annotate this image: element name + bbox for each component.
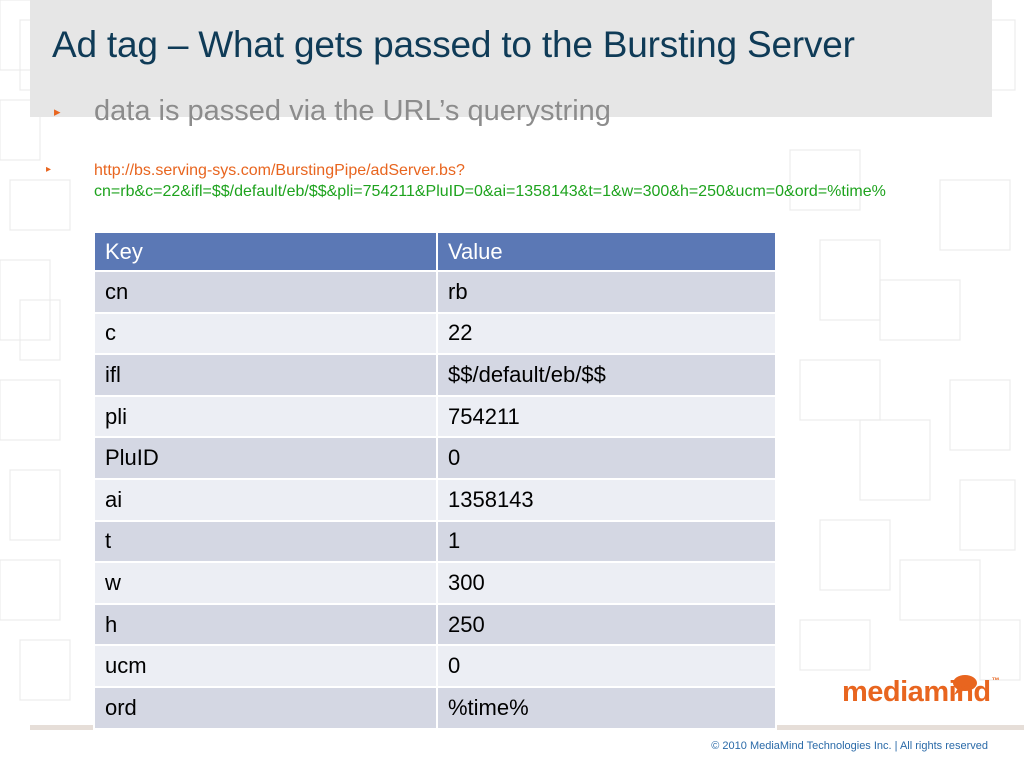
table-row: h 250 — [93, 602, 777, 647]
cell-key: cn — [93, 270, 438, 314]
url-querystring: cn=rb&c=22&ifl=$$/default/eb/$$&pli=7542… — [94, 183, 886, 200]
cell-value: 250 — [436, 602, 777, 647]
cell-value: 1358143 — [436, 477, 777, 522]
trademark-symbol: ™ — [991, 676, 1000, 685]
cell-key: h — [93, 602, 438, 647]
cell-value: rb — [436, 270, 777, 314]
url-host[interactable]: http://bs.serving-sys.com/BurstingPipe/a… — [94, 162, 465, 179]
header-value: Value — [436, 231, 777, 272]
cell-key: w — [93, 561, 438, 605]
table-row: t 1 — [93, 519, 777, 564]
table-row: ucm 0 — [93, 644, 777, 688]
cell-value: 0 — [436, 644, 777, 688]
cell-value: 22 — [436, 311, 777, 356]
table-row: c 22 — [93, 311, 777, 356]
table-row: w 300 — [93, 561, 777, 605]
bullet-text-1: data is passed via the URL’s querystring — [94, 95, 611, 127]
table-row: pli 754211 — [93, 394, 777, 439]
cell-value: 754211 — [436, 394, 777, 439]
cell-value: 1 — [436, 519, 777, 564]
bullet-item-1: ▸ data is passed via the URL’s querystri… — [54, 95, 611, 128]
bullet-text-2: http://bs.serving-sys.com/BurstingPipe/a… — [94, 160, 906, 202]
triangle-right-icon: ▸ — [46, 164, 52, 175]
slide-title: Ad tag – What gets passed to the Burstin… — [52, 24, 855, 65]
cell-key: ord — [93, 685, 438, 730]
cell-key: pli — [93, 394, 438, 439]
table-row: cn rb — [93, 270, 777, 314]
cell-value: $$/default/eb/$$ — [436, 353, 777, 397]
header-band — [30, 0, 992, 117]
cell-key: t — [93, 519, 438, 564]
table-row: PluID 0 — [93, 436, 777, 480]
cell-key: ucm — [93, 644, 438, 688]
cell-key: c — [93, 311, 438, 356]
table-header-row: Key Value — [93, 231, 777, 272]
header-key: Key — [93, 231, 438, 272]
cell-key: PluID — [93, 436, 438, 480]
table-row: ai 1358143 — [93, 477, 777, 522]
copyright-text: © 2010 MediaMind Technologies Inc. | All… — [711, 740, 988, 752]
logo-text: mediamind — [842, 676, 991, 708]
mediamind-logo: mediamind™ — [842, 676, 1000, 709]
table-row: ord %time% — [93, 685, 777, 730]
triangle-right-icon: ▸ — [54, 104, 61, 119]
cell-key: ai — [93, 477, 438, 522]
cell-value: %time% — [436, 685, 777, 730]
cell-value: 300 — [436, 561, 777, 605]
bullet-item-2: ▸ http://bs.serving-sys.com/BurstingPipe… — [46, 160, 906, 202]
cell-value: 0 — [436, 436, 777, 480]
table-row: ifl $$/default/eb/$$ — [93, 353, 777, 397]
key-value-table: Key Value cn rb c 22 ifl $$/default/eb/$… — [93, 231, 777, 730]
cell-key: ifl — [93, 353, 438, 397]
speech-bubble-icon — [953, 675, 977, 695]
